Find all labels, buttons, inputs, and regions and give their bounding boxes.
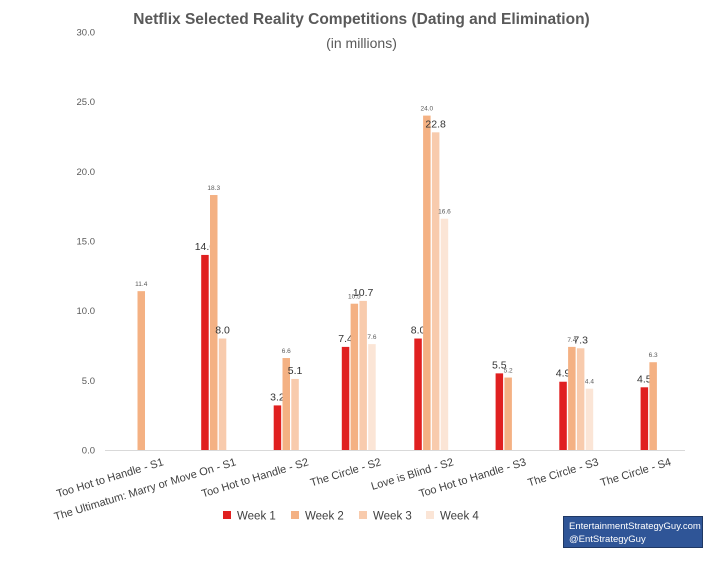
data-label-7-0: 4.5 bbox=[637, 373, 652, 385]
data-label-6-2: 7.3 bbox=[573, 334, 588, 346]
x-tick-label-6: The Circle - S3 bbox=[526, 456, 600, 489]
bar-0-1 bbox=[137, 291, 145, 450]
bar-2-1 bbox=[282, 358, 290, 450]
data-label-7-1: 6.3 bbox=[649, 352, 658, 359]
bar-6-0 bbox=[559, 381, 567, 450]
legend-label-2: Week 3 bbox=[373, 511, 412, 523]
legend-swatch-0 bbox=[223, 511, 231, 519]
bar-7-1 bbox=[649, 362, 657, 450]
data-label-4-3: 16.6 bbox=[438, 209, 451, 216]
credit-box: EntertainmentStrategyGuy.com @EntStrateg… bbox=[563, 516, 703, 548]
data-label-6-1: 7.4 bbox=[567, 337, 576, 344]
data-label-3-0: 7.4 bbox=[338, 333, 353, 345]
data-label-3-1: 10.5 bbox=[348, 294, 361, 301]
data-label-0-1: 11.4 bbox=[135, 281, 148, 288]
legend-label-3: Week 4 bbox=[440, 511, 479, 523]
bar-1-1 bbox=[210, 195, 218, 450]
y-tick-label-1: 5.0 bbox=[82, 376, 95, 387]
data-label-6-0: 4.9 bbox=[556, 368, 571, 380]
data-label-4-1: 24.0 bbox=[421, 106, 434, 113]
bar-1-0 bbox=[201, 254, 209, 450]
bar-4-3 bbox=[440, 218, 449, 450]
data-label-5-1: 5.2 bbox=[504, 368, 513, 375]
bar-5-0 bbox=[495, 373, 504, 450]
legend-swatch-2 bbox=[359, 511, 367, 519]
bar-6-2 bbox=[576, 348, 585, 450]
x-tick-label-7: The Circle - S4 bbox=[599, 456, 673, 489]
bar-3-2 bbox=[359, 300, 367, 450]
bar-2-0 bbox=[273, 405, 282, 450]
legend-swatch-3 bbox=[426, 511, 434, 519]
bar-3-3 bbox=[368, 344, 376, 450]
y-tick-label-2: 10.0 bbox=[77, 306, 96, 317]
data-label-3-3: 7.6 bbox=[367, 334, 376, 341]
bar-1-2 bbox=[218, 338, 227, 450]
bar-4-0 bbox=[414, 338, 422, 450]
bar-5-1 bbox=[504, 377, 512, 450]
data-label-1-1: 18.3 bbox=[207, 185, 220, 192]
bar-6-1 bbox=[568, 346, 576, 450]
y-tick-label-3: 15.0 bbox=[77, 237, 96, 248]
bar-7-0 bbox=[640, 387, 649, 450]
bar-4-2 bbox=[431, 132, 440, 450]
y-tick-label-4: 20.0 bbox=[77, 167, 96, 178]
data-label-4-2: 22.8 bbox=[425, 118, 446, 130]
data-label-6-3: 4.4 bbox=[585, 379, 594, 386]
data-label-2-2: 5.1 bbox=[288, 365, 303, 377]
bar-3-1 bbox=[350, 303, 359, 450]
data-label-2-0: 3.2 bbox=[270, 391, 285, 403]
data-label-5-0: 5.5 bbox=[492, 359, 507, 371]
y-tick-label-5: 25.0 bbox=[77, 97, 96, 108]
y-tick-label-0: 0.0 bbox=[82, 446, 95, 457]
bar-2-2 bbox=[291, 378, 299, 450]
legend-label-0: Week 1 bbox=[237, 511, 276, 523]
credit-website: EntertainmentStrategyGuy.com bbox=[569, 521, 701, 532]
data-label-2-1: 6.6 bbox=[282, 348, 291, 355]
y-tick-label-6: 30.0 bbox=[77, 28, 96, 39]
chart-subtitle: (in millions) bbox=[326, 35, 397, 51]
chart-title: Netflix Selected Reality Competitions (D… bbox=[133, 11, 590, 28]
data-label-1-2: 8.0 bbox=[215, 325, 230, 337]
legend-label-1: Week 2 bbox=[305, 511, 344, 523]
bar-6-3 bbox=[585, 388, 594, 450]
data-label-3-2: 10.7 bbox=[353, 287, 374, 299]
bar-3-0 bbox=[341, 346, 350, 450]
legend-swatch-1 bbox=[291, 511, 299, 519]
credit-handle: @EntStrategyGuy bbox=[569, 534, 646, 545]
bar-4-1 bbox=[423, 115, 431, 450]
data-label-4-0: 8.0 bbox=[411, 325, 426, 337]
